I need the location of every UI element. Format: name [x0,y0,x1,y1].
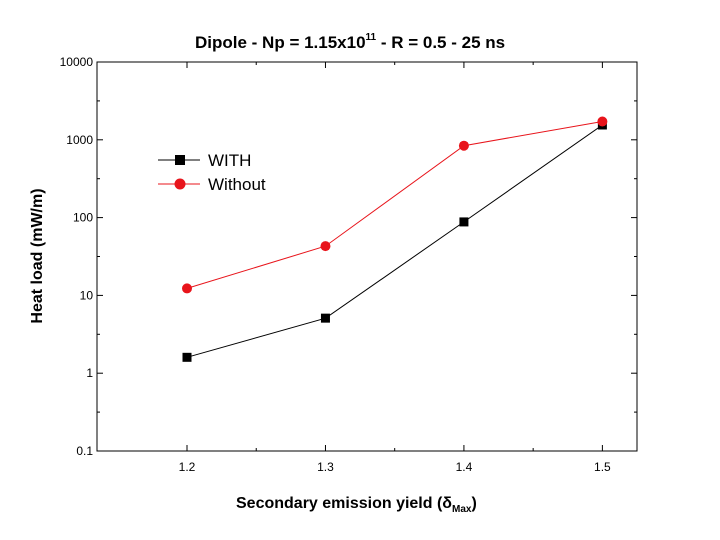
x-tick-label: 1.3 [317,460,334,474]
legend-label-with: WITH [208,151,251,170]
chart-title: Dipole - Np = 1.15x1011 - R = 0.5 - 25 n… [195,32,505,52]
data-point-with [182,352,192,362]
y-tick-label: 10000 [60,55,94,69]
legend-marker-with [175,155,185,165]
y-tick-label: 100 [73,211,93,225]
data-point-without [320,241,331,252]
data-point-without [182,283,192,294]
x-axis-label-prefix: Secondary emission yield ( [236,495,443,512]
series-line-without [186,121,603,289]
y-axis-label: Heat load (mW/m) [29,188,46,323]
y-tick-label: 10 [80,288,94,302]
x-axis-label-suffix: ) [471,495,476,512]
series-line-with [186,124,603,358]
x-tick-label: 1.2 [179,460,196,474]
y-tick-label: 1 [86,366,93,380]
legend: WITH Without [158,151,266,194]
y-axis-ticks: 0.1 1 10 100 1000 10000 [60,55,637,458]
x-tick-label: 1.4 [456,460,473,474]
chart-title-suffix: - R = 0.5 - 25 ns [376,33,505,52]
data-point-with [320,313,330,323]
y-tick-label: 0.1 [76,444,93,458]
chart-title-superscript: 11 [366,32,377,43]
legend-marker-without [174,178,186,190]
x-axis-label: Secondary emission yield (δMax) [236,495,477,515]
series-layer [182,116,608,362]
data-point-with [459,217,469,227]
plot-frame [96,61,638,452]
y-tick-label: 1000 [66,133,93,147]
x-axis-label-subscript: Max [452,504,472,515]
data-point-without [458,140,469,151]
x-axis-ticks: 1.2 1.3 1.4 1.5 [179,62,611,474]
legend-label-without: Without [208,175,266,194]
x-tick-label: 1.5 [594,460,611,474]
chart-title-prefix: Dipole - Np = 1.15x10 [195,33,366,52]
data-point-without [597,116,608,127]
x-axis-label-symbol: δ [442,495,452,512]
